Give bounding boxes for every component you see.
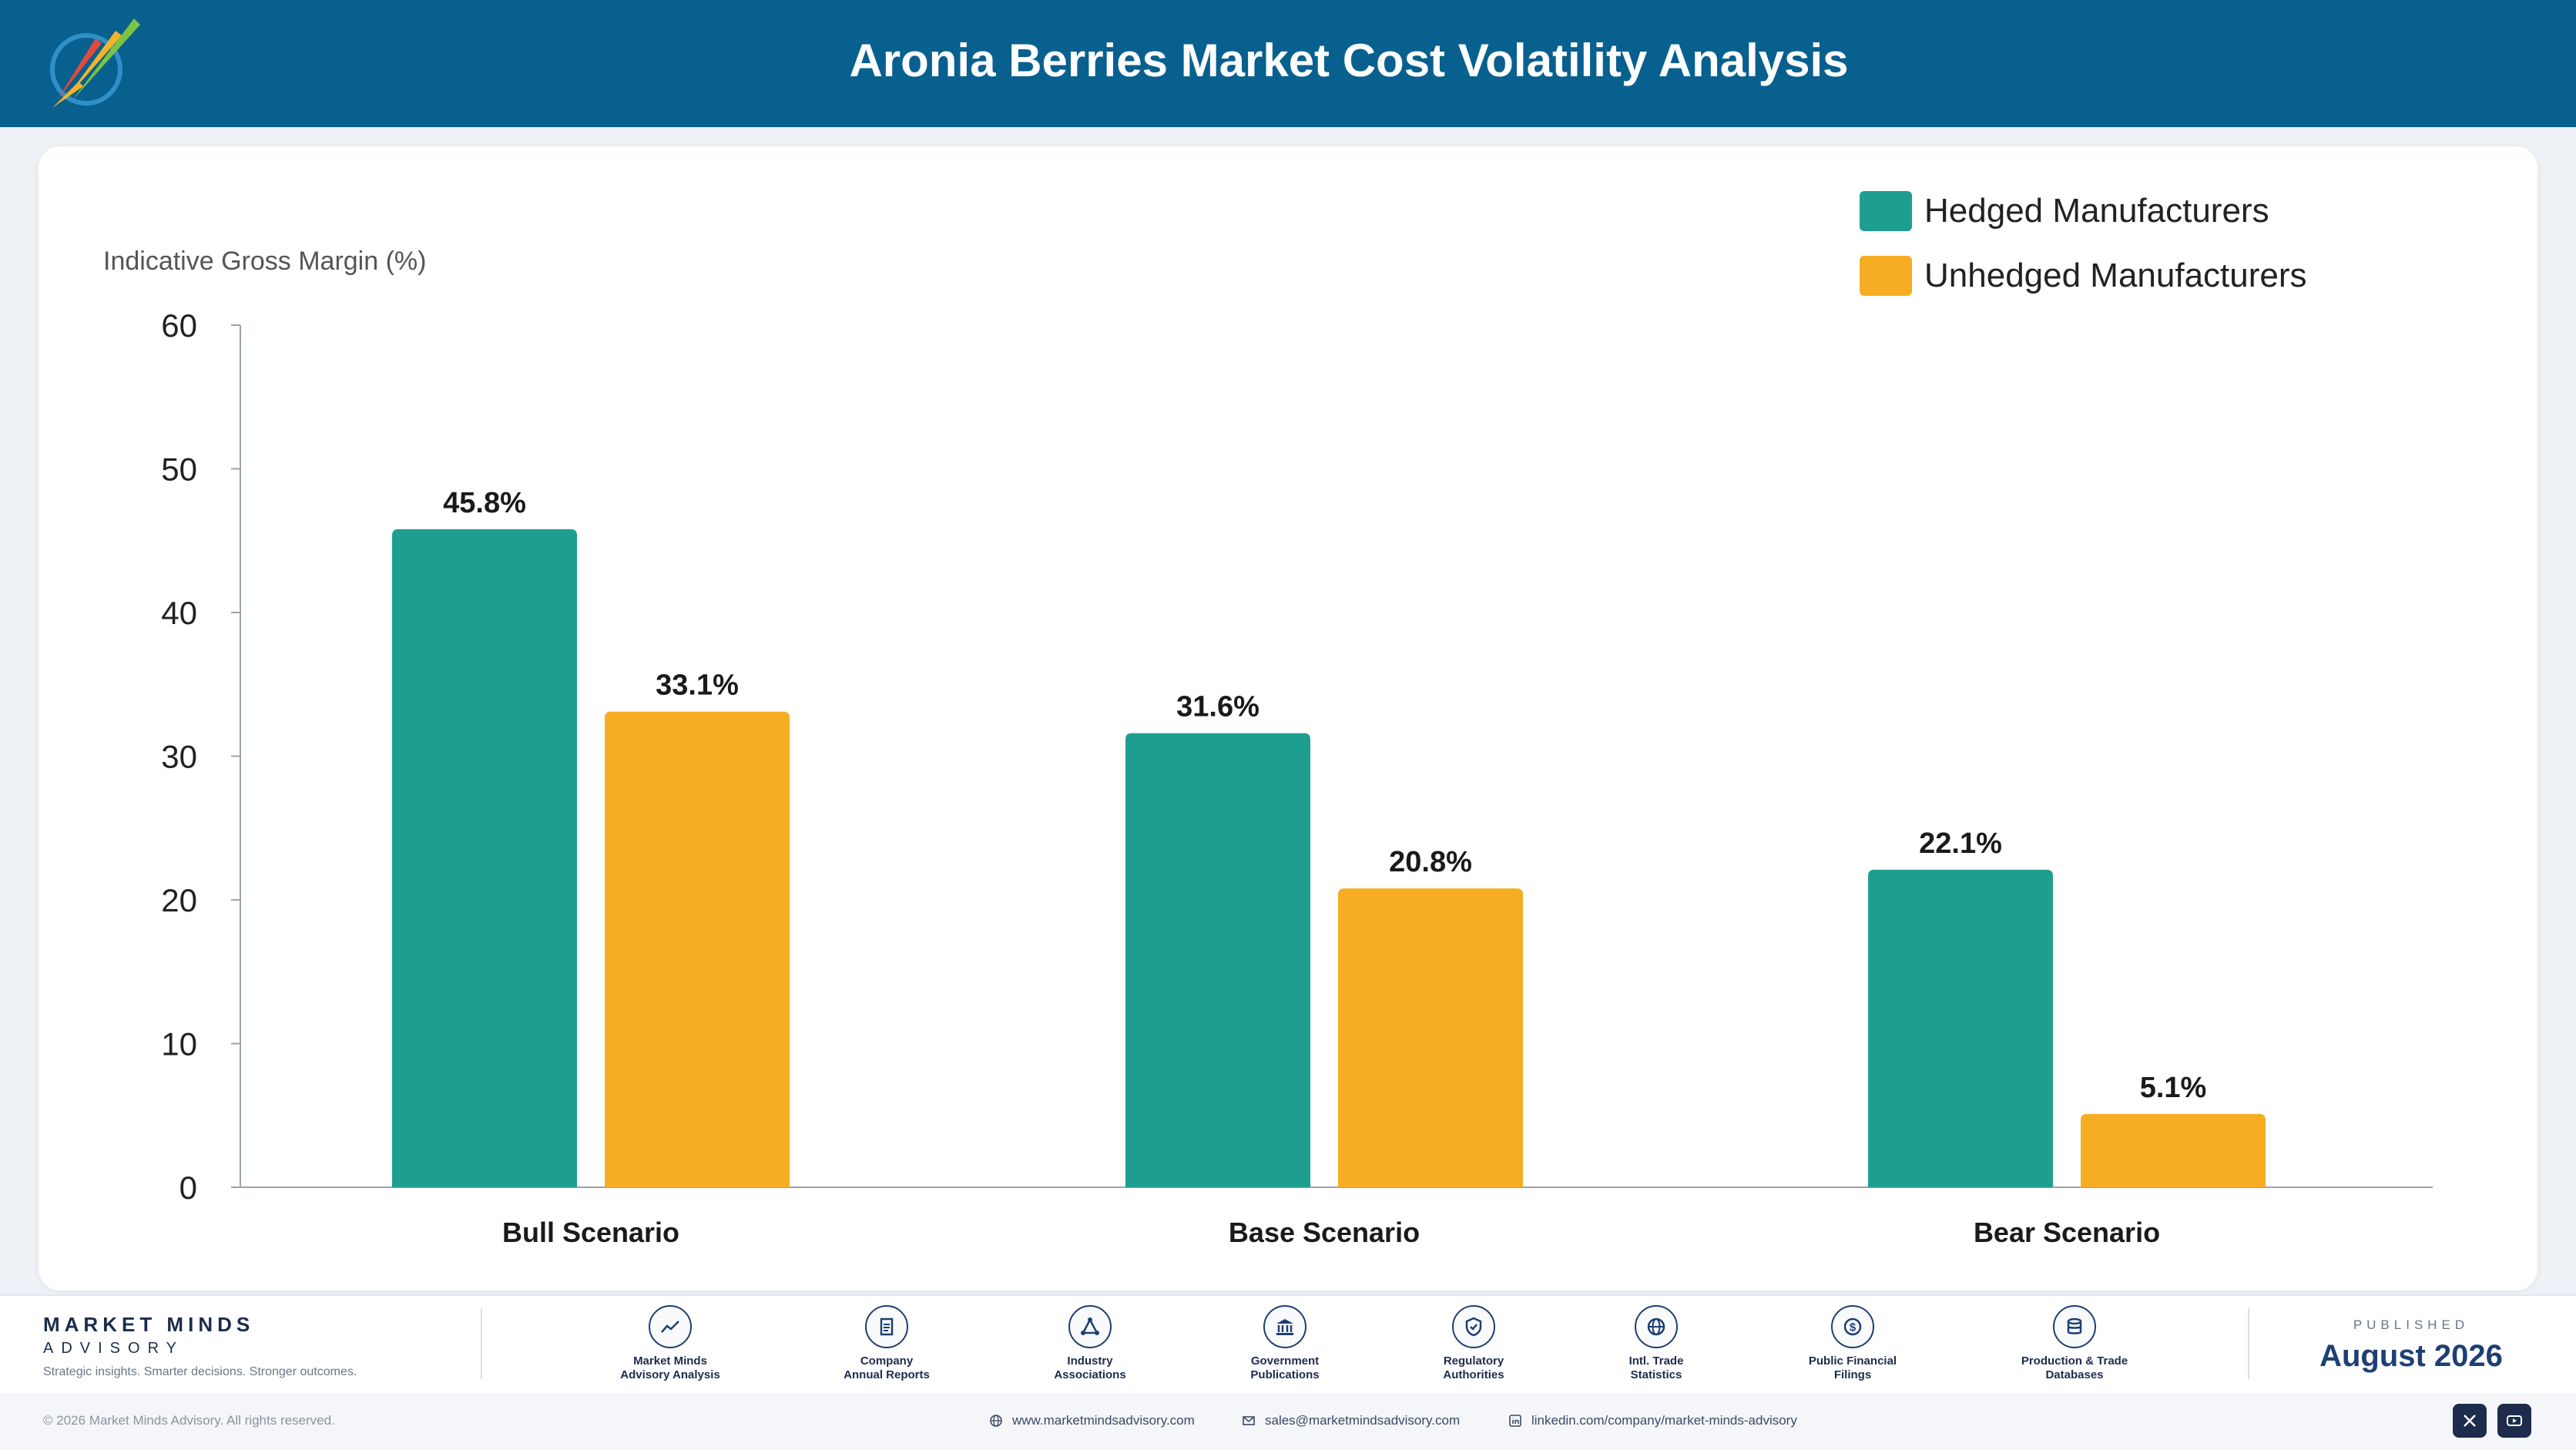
legend-swatch	[1860, 256, 1912, 296]
x-category-label: Bull Scenario	[502, 1217, 679, 1248]
source-line1: Government	[1250, 1354, 1320, 1368]
footer-main: MARKET MINDS ADVISORY Strategic insights…	[0, 1294, 2576, 1393]
linkedin-text: linkedin.com/company/market-minds-adviso…	[1531, 1413, 1797, 1428]
source-item: Company Annual Reports	[810, 1305, 964, 1382]
dollar-coin-icon: $	[1831, 1305, 1874, 1348]
linkedin-link[interactable]: linkedin.com/company/market-minds-adviso…	[1508, 1413, 1797, 1428]
legend-label: Hedged Manufacturers	[1924, 192, 2269, 230]
source-item: Regulatory Authorities	[1397, 1305, 1551, 1382]
bar	[1868, 869, 2053, 1187]
email-text: sales@marketmindsadvisory.com	[1265, 1413, 1461, 1428]
data-label: 22.1%	[1919, 827, 2002, 860]
source-line1: Market Minds	[633, 1354, 707, 1368]
source-item: Market Minds Advisory Analysis	[593, 1305, 747, 1382]
y-axis-title: Indicative Gross Margin (%)	[103, 247, 426, 276]
y-axis: 0 10 20 30 40 50 60 Indicative Gross Margin (%)	[103, 247, 2433, 1206]
copyright: © 2026 Market Minds Advisory. All rights…	[43, 1413, 335, 1428]
y-tick-label: 60	[161, 307, 197, 344]
y-tick-label: 0	[179, 1170, 197, 1206]
source-line1: Intl. Trade	[1628, 1354, 1684, 1368]
data-label: 5.1%	[2140, 1072, 2207, 1104]
x-logo-icon	[2464, 1415, 2476, 1427]
source-line2: Annual Reports	[844, 1368, 930, 1381]
y-tick-label: 40	[161, 595, 197, 631]
legend-label: Unhedged Manufacturers	[1924, 257, 2307, 294]
bar	[605, 711, 790, 1187]
source-item: $ Public Financial Filings	[1776, 1305, 1930, 1382]
chart-line-icon	[649, 1305, 692, 1348]
source-line1: Production & Trade	[2021, 1354, 2128, 1368]
source-line2: Associations	[1054, 1368, 1126, 1381]
legend: Hedged Manufacturers Unhedged Manufacture…	[1860, 191, 2307, 296]
source-line2: Statistics	[1630, 1368, 1682, 1381]
published-block: PUBLISHED August 2026	[2280, 1317, 2542, 1374]
network-icon	[1068, 1305, 1112, 1348]
youtube-icon	[2507, 1415, 2522, 1426]
footer-divider	[2248, 1308, 2249, 1379]
source-line2: Filings	[1833, 1368, 1872, 1381]
source-line2: Advisory Analysis	[620, 1368, 720, 1381]
footer: MARKET MINDS ADVISORY Strategic insights…	[0, 1294, 2576, 1450]
source-line2: Publications	[1250, 1368, 1320, 1381]
svg-text:$: $	[1850, 1321, 1857, 1334]
source-item: Government Publications	[1208, 1305, 1362, 1382]
data-label: 33.1%	[656, 670, 739, 702]
database-icon	[2053, 1305, 2096, 1348]
globe-icon	[989, 1414, 1003, 1428]
website-text: www.marketmindsadvisory.com	[1012, 1413, 1195, 1428]
government-building-icon	[1263, 1305, 1306, 1348]
data-labels: 45.8% 33.1% 31.6% 20.8% 22.1% 5.1%	[443, 487, 2206, 1104]
y-tick-label: 20	[161, 882, 197, 918]
source-item: Production & Trade Databases	[1997, 1305, 2152, 1382]
x-category-label: Bear Scenario	[1974, 1217, 2160, 1248]
document-icon	[865, 1305, 908, 1348]
bar	[2081, 1113, 2266, 1187]
source-line1: Regulatory	[1443, 1354, 1504, 1368]
y-tick-label: 30	[161, 739, 197, 775]
source-line1: Public Financial	[1808, 1354, 1897, 1368]
linkedin-icon	[1508, 1414, 1522, 1428]
data-label: 20.8%	[1389, 846, 1472, 878]
bar	[1125, 733, 1310, 1187]
header-bar: Aronia Berries Market Cost Volatility An…	[0, 0, 2576, 127]
data-label: 31.6%	[1176, 691, 1259, 723]
youtube-social-button[interactable]	[2497, 1404, 2531, 1438]
source-item: Industry Associations	[1013, 1305, 1167, 1382]
shield-check-icon	[1452, 1305, 1495, 1348]
source-line2: Authorities	[1443, 1368, 1504, 1381]
market-minds-logo	[50, 18, 140, 108]
page-title: Aronia Berries Market Cost Volatility An…	[849, 35, 1849, 86]
published-label: PUBLISHED	[2353, 1317, 2470, 1332]
website-link[interactable]: www.marketmindsadvisory.com	[989, 1413, 1195, 1428]
bar	[392, 529, 577, 1187]
bars	[392, 529, 2266, 1187]
footer-brand: MARKET MINDS ADVISORY Strategic insights…	[43, 1313, 357, 1379]
bar-chart: 0 10 20 30 40 50 60 Indicative Gross Margin (%)…	[103, 191, 2433, 1248]
brand-tagline: Strategic insights. Smarter decisions. S…	[43, 1365, 357, 1378]
x-axis-categories: Bull Scenario Base Scenario Bear Scenario	[502, 1217, 2160, 1248]
legend-swatch	[1860, 191, 1912, 231]
source-line1: Company	[860, 1354, 914, 1368]
source-item: Intl. Trade Statistics	[1579, 1305, 1733, 1382]
bar	[1338, 888, 1523, 1187]
published-date: August 2026	[2319, 1339, 2503, 1373]
footer-bottom: © 2026 Market Minds Advisory. All rights…	[0, 1393, 2576, 1450]
brand-sub: ADVISORY	[43, 1340, 184, 1357]
footer-divider	[481, 1308, 482, 1379]
y-tick-label: 50	[161, 451, 197, 488]
source-line1: Industry	[1067, 1354, 1113, 1368]
x-social-button[interactable]	[2453, 1404, 2487, 1438]
y-tick-label: 10	[161, 1026, 197, 1062]
globe-icon	[1635, 1305, 1678, 1348]
brand-name: MARKET MINDS	[43, 1313, 255, 1336]
email-link[interactable]: sales@marketmindsadvisory.com	[1242, 1413, 1460, 1428]
source-line2: Databases	[2045, 1368, 2104, 1381]
data-label: 45.8%	[443, 487, 526, 519]
x-category-label: Base Scenario	[1229, 1217, 1420, 1248]
mail-icon	[1242, 1414, 1256, 1428]
